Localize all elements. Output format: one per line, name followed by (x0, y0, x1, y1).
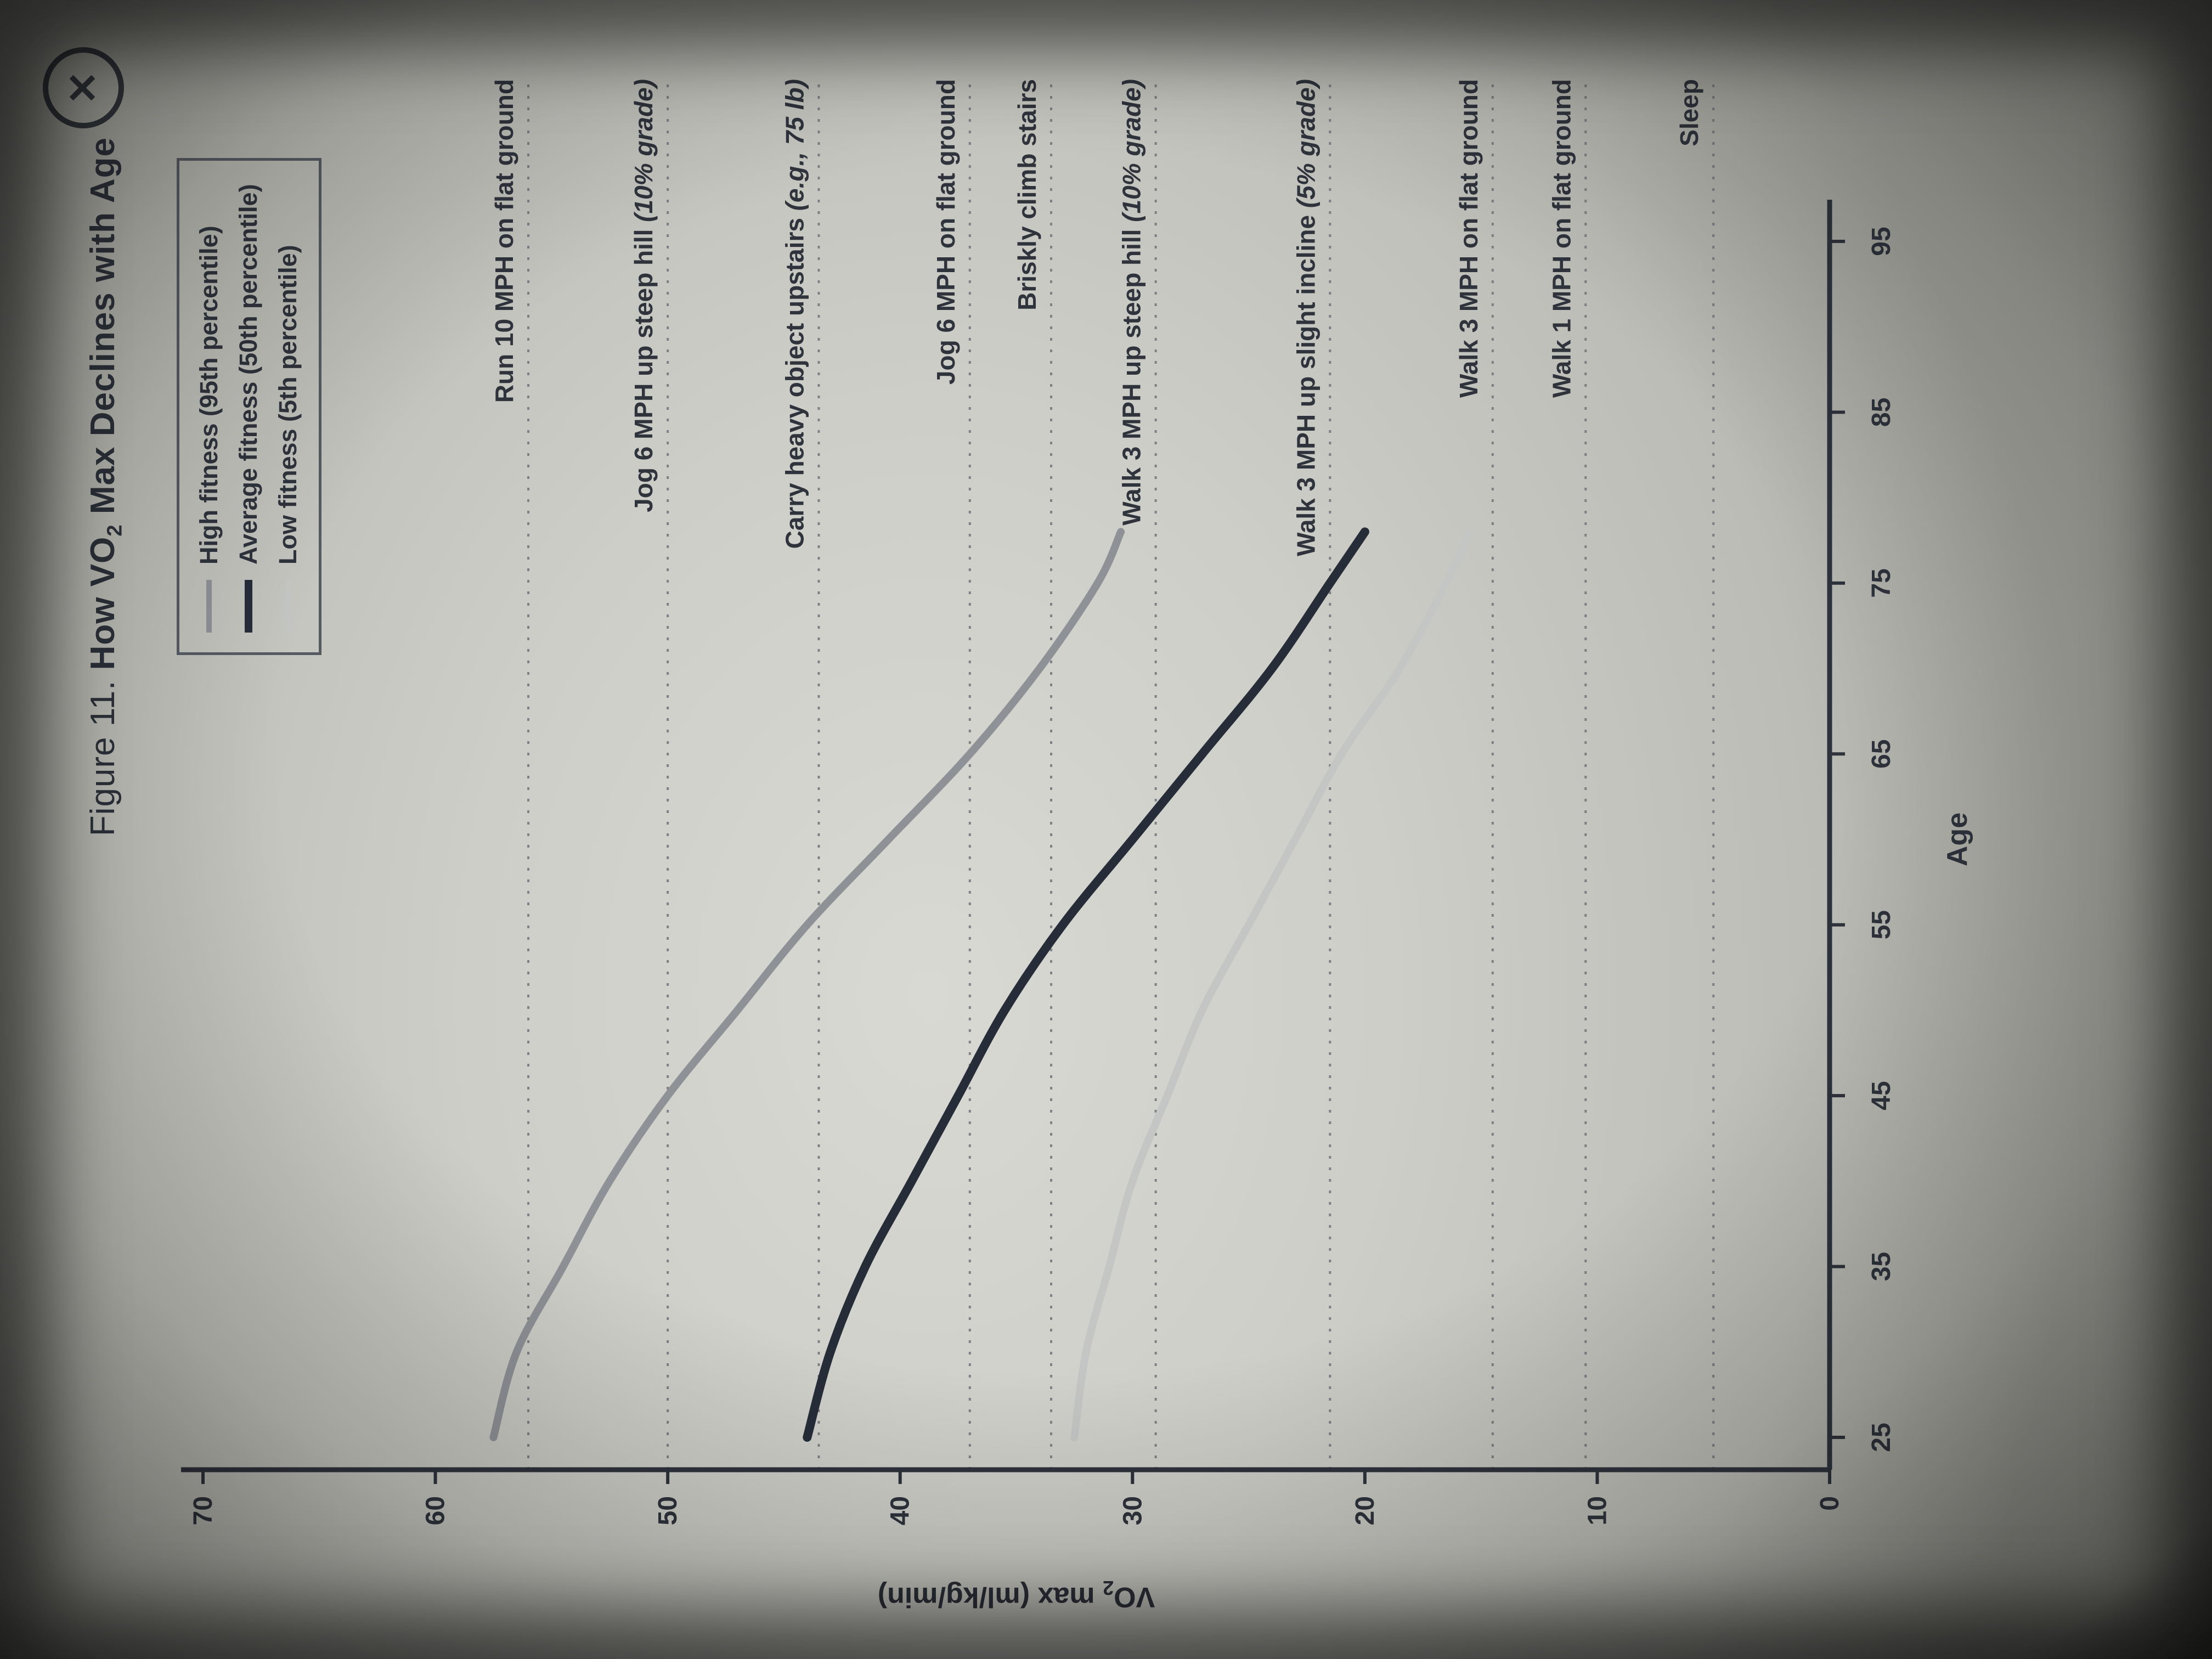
x-tick-label: 45 (1867, 1081, 1896, 1110)
y-tick-label: 10 (1583, 1496, 1612, 1525)
activity-label: Walk 1 MPH on flat ground (1547, 79, 1576, 398)
activity-label: Jog 6 MPH up steep hill (10% grade) (629, 79, 658, 512)
x-tick-label: 75 (1867, 568, 1896, 597)
activity-label: Carry heavy object upstairs (e.g., 75 lb… (780, 79, 809, 549)
x-tick-label: 55 (1867, 910, 1896, 939)
y-tick-label: 20 (1351, 1496, 1380, 1525)
curve-high-fitness (489, 528, 1125, 1441)
x-tick-label: 65 (1867, 740, 1896, 769)
x-tick-label: 35 (1867, 1252, 1896, 1281)
y-tick-label: 70 (189, 1496, 218, 1525)
y-axis-label: VO2 max (ml/kg/min) (878, 1577, 1155, 1613)
y-tick-label: 60 (421, 1496, 450, 1525)
activity-label: Jog 6 MPH on flat ground (932, 79, 960, 385)
activity-label: Briskly climb stairs (1013, 79, 1041, 311)
activity-label: Walk 3 MPH on flat ground (1454, 79, 1483, 398)
activity-label: Walk 3 MPH up slight incline (5% grade) (1291, 79, 1320, 556)
y-tick-label: 0 (1815, 1496, 1844, 1511)
activity-label: Sleep (1675, 79, 1703, 146)
y-tick-label: 50 (653, 1496, 682, 1525)
activity-label: Walk 3 MPH up steep hill (10% grade) (1118, 79, 1146, 526)
activity-label: Run 10 MPH on flat ground (490, 79, 518, 403)
x-tick-label: 25 (1867, 1423, 1896, 1452)
y-tick-label: 30 (1118, 1496, 1147, 1525)
x-tick-label: 85 (1867, 398, 1896, 427)
curve-average-fitness (803, 527, 1369, 1442)
y-tick-label: 40 (886, 1496, 915, 1525)
x-tick-label: 95 (1867, 227, 1896, 256)
x-axis-label: Age (1942, 812, 1973, 866)
